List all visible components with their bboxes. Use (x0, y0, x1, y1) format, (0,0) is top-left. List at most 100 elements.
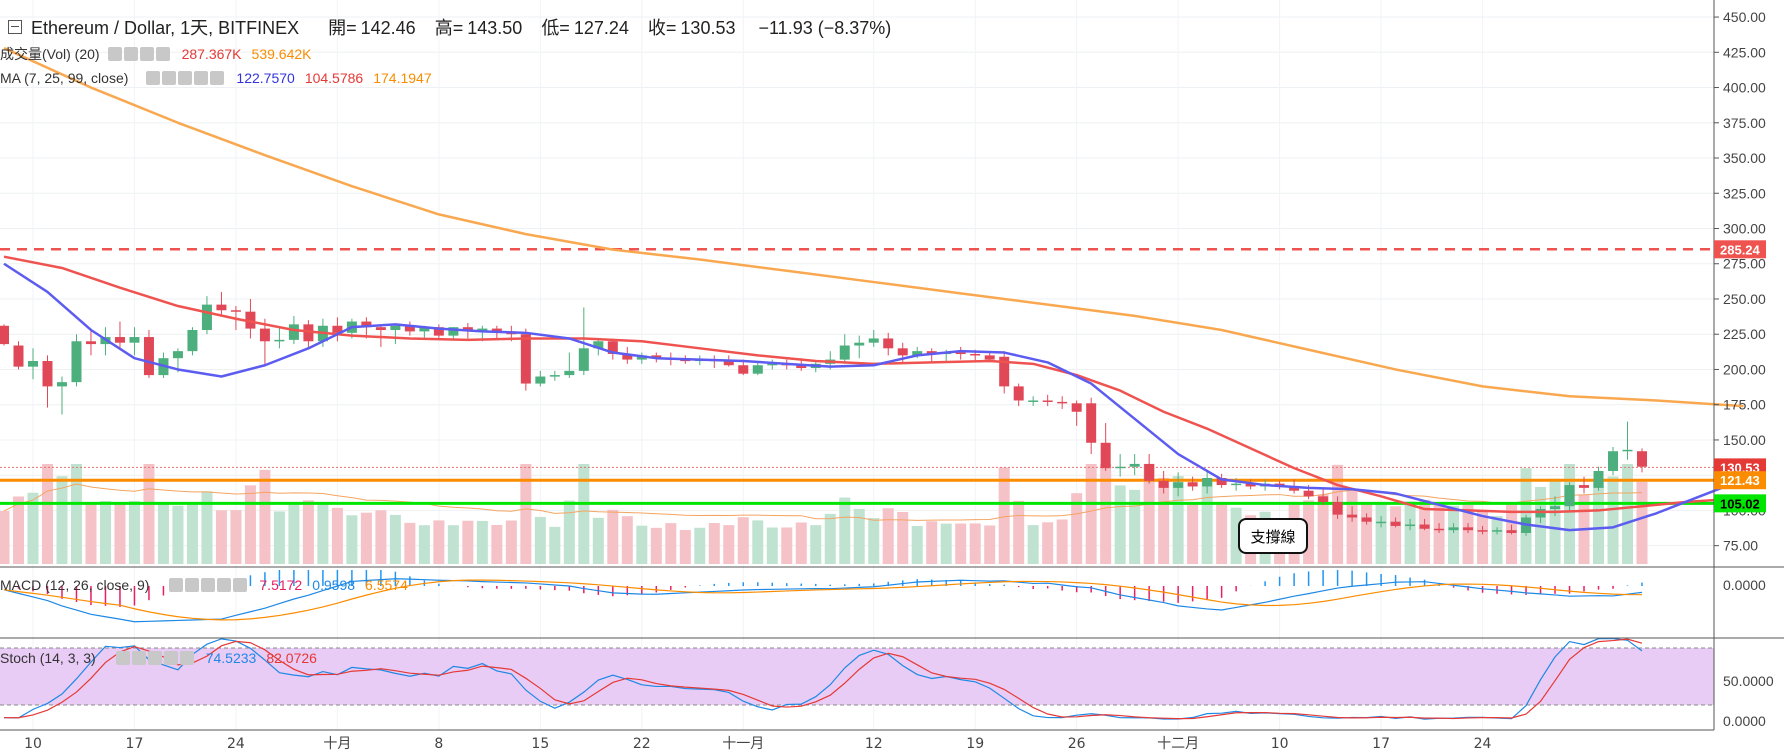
close-icon[interactable] (233, 578, 248, 592)
candle (404, 321, 415, 336)
code-icon[interactable] (147, 651, 162, 665)
volume-bar (998, 467, 1010, 564)
volume-bar (1172, 476, 1184, 564)
candle-body (1564, 485, 1575, 507)
candle (854, 335, 865, 359)
volume-bar (302, 500, 314, 564)
volume-bar (694, 527, 706, 564)
ma-legend-name: MA (7, 25, 99, close) (0, 70, 129, 86)
plus-icon[interactable] (217, 578, 232, 592)
candle-body (839, 345, 850, 360)
ma-legend[interactable]: MA (7, 25, 99, close) 122.7570 104.5786 … (0, 70, 432, 86)
candle (1332, 496, 1343, 519)
candle (1593, 466, 1604, 491)
candle (1463, 523, 1474, 533)
candle-body (56, 382, 67, 387)
price-label: 285.24 (1720, 242, 1761, 257)
volume-bar (534, 516, 546, 564)
candle-body (1608, 451, 1619, 471)
x-tick-label: 十一月 (722, 736, 764, 752)
eye-icon[interactable] (115, 651, 130, 665)
y-tick-label: 225.00 (1723, 326, 1766, 342)
candle-body (433, 327, 444, 336)
close-icon[interactable] (210, 71, 225, 85)
x-tick-label: 15 (531, 736, 549, 752)
indicator-buttons[interactable] (107, 47, 172, 61)
close-icon[interactable] (179, 651, 194, 665)
plus-icon[interactable] (163, 651, 178, 665)
volume-bar (897, 512, 909, 564)
candle-body (1448, 527, 1459, 531)
candle (129, 327, 140, 356)
gear-icon[interactable] (162, 71, 177, 85)
candle (1492, 527, 1503, 535)
volume-bar (1129, 489, 1141, 564)
volume-bar (476, 520, 488, 564)
candle-body (448, 327, 459, 336)
candle-body (143, 337, 154, 376)
candle-body (651, 355, 662, 359)
candle (1579, 476, 1590, 494)
macd-legend[interactable]: MACD (12, 26, close, 9) 7.5172 0.9598 6.… (0, 577, 408, 593)
candle (839, 334, 850, 364)
code-icon[interactable] (178, 71, 193, 85)
gear-icon[interactable] (123, 47, 138, 61)
volume-bar (491, 524, 503, 564)
symbol-title: Ethereum / Dollar, 1天, BITFINEX (31, 18, 300, 38)
volume-bar (607, 509, 619, 564)
candle-body (578, 348, 589, 371)
volume-legend-name: 成交量(Vol) (20) (0, 46, 100, 62)
close-icon[interactable] (155, 47, 170, 61)
candle (361, 317, 372, 339)
plus-icon[interactable] (139, 47, 154, 61)
stoch-legend[interactable]: Stoch (14, 3, 3) 74.5233 82.0726 (0, 650, 317, 666)
volume-bar (1636, 481, 1648, 564)
candle-body (1593, 470, 1604, 488)
candle-body (42, 361, 53, 387)
gear-icon[interactable] (185, 578, 200, 592)
gear-icon[interactable] (131, 651, 146, 665)
plus-icon[interactable] (194, 71, 209, 85)
candle-body (593, 341, 604, 349)
x-tick-label: 26 (1068, 736, 1086, 752)
stoch-pane (0, 637, 1714, 720)
code-icon[interactable] (201, 578, 216, 592)
candle (1637, 448, 1647, 473)
candle-body (1463, 527, 1474, 531)
volume-bar (447, 525, 459, 564)
price-label: 121.43 (1720, 473, 1760, 488)
volume-bar (1056, 519, 1068, 564)
candle (187, 327, 198, 356)
volume-bar (1361, 502, 1373, 564)
y-tick-label: 350.00 (1723, 150, 1766, 166)
y-tick-label: 300.00 (1723, 220, 1766, 236)
candle-body (85, 341, 96, 345)
eye-icon[interactable] (169, 578, 184, 592)
volume-bar (563, 500, 575, 564)
candle (303, 320, 314, 349)
collapse-icon[interactable] (8, 20, 22, 34)
candle-body (477, 328, 488, 332)
candle (955, 346, 966, 360)
candle (1042, 394, 1053, 407)
candle-body (1100, 442, 1111, 469)
stoch-axis-label: 50.0000 (1723, 673, 1774, 689)
candle (1477, 525, 1488, 535)
x-tick-label: 十月 (323, 736, 351, 752)
indicator-buttons[interactable] (146, 71, 226, 85)
candle (1564, 482, 1575, 512)
candle-body (390, 325, 401, 330)
moving-average-lines (3, 46, 1744, 532)
volume-bar (1448, 505, 1460, 564)
eye-icon[interactable] (146, 71, 161, 85)
volume-bar (984, 525, 996, 564)
indicator-buttons[interactable] (115, 651, 196, 665)
candle-body (201, 304, 212, 330)
indicator-buttons[interactable] (169, 578, 249, 592)
y-tick-label: 175.00 (1723, 397, 1766, 413)
x-tick-label: 22 (633, 736, 651, 752)
volume-bar (1477, 510, 1489, 564)
volume-legend[interactable]: 成交量(Vol) (20) 287.367K 539.642K (0, 44, 311, 64)
eye-icon[interactable] (107, 47, 122, 61)
